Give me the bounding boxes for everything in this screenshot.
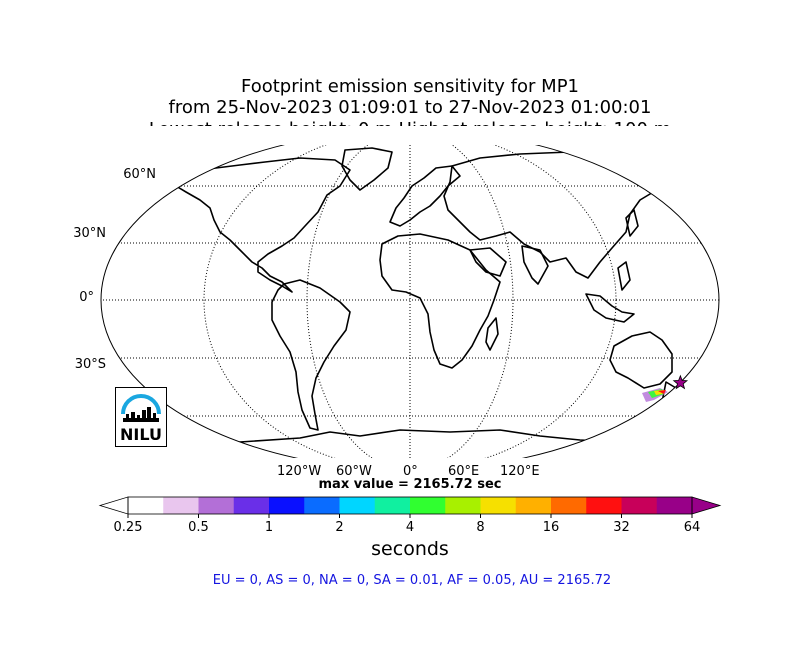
colorbar-tick-label: 0.5 xyxy=(188,520,209,535)
colorbar-segment xyxy=(480,497,517,514)
colorbar-low-extend xyxy=(98,496,129,515)
nilu-logo: NILU xyxy=(115,387,167,447)
lon-label-60w: 60°W xyxy=(336,464,372,479)
lon-label-0: 0° xyxy=(403,464,418,479)
colorbar-segment xyxy=(656,497,693,514)
colorbar-tick-label: 1 xyxy=(264,520,274,535)
lon-label-120w: 120°W xyxy=(277,464,322,479)
colorbar-segment xyxy=(233,497,270,514)
colorbar-segment xyxy=(586,497,622,514)
colorbar-tick-label: 4 xyxy=(405,520,415,535)
lat-label-equator: 0° xyxy=(79,290,94,305)
colorbar-segment xyxy=(621,497,658,514)
colorbar-segment xyxy=(551,497,587,514)
nilu-logo-icon xyxy=(121,394,161,422)
max-value-label: max value = 2165.72 sec xyxy=(318,477,502,492)
colorbar xyxy=(98,496,722,518)
colorbar-tick-label: 0.25 xyxy=(113,520,143,535)
colorbar-segment xyxy=(198,497,235,514)
footprint-plume xyxy=(642,388,668,402)
colorbar-tick-label: 2 xyxy=(335,520,344,535)
lon-label-120e: 120°E xyxy=(500,464,540,479)
colorbar-segment xyxy=(128,497,164,514)
colorbar-segment xyxy=(163,497,199,514)
colorbar-segment xyxy=(374,497,411,514)
map-title-line-2: from 25-Nov-2023 01:09:01 to 27-Nov-2023… xyxy=(168,97,652,118)
colorbar-tick-label: 8 xyxy=(476,520,485,535)
colorbar-segment xyxy=(339,497,376,514)
colorbar-segment xyxy=(515,497,552,514)
nilu-logo-text: NILU xyxy=(120,425,162,444)
map-title-line-1: Footprint emission sensitivity for MP1 xyxy=(240,76,579,97)
colorbar-segment xyxy=(304,497,340,514)
graticule xyxy=(101,130,719,470)
lat-label-30n: 30°N xyxy=(73,226,106,241)
colorbar-unit-label: seconds xyxy=(371,538,449,560)
colorbar-tick-label: 32 xyxy=(613,520,630,535)
colorbar-segment xyxy=(269,497,305,514)
lat-label-30s: 30°S xyxy=(74,357,106,372)
lat-label-60n: 60°N xyxy=(123,167,156,182)
region-summary: EU = 0, AS = 0, NA = 0, SA = 0.01, AF = … xyxy=(212,573,612,588)
colorbar-high-extend xyxy=(691,496,722,515)
lon-label-60e: 60°E xyxy=(448,464,480,479)
colorbar-tick-label: 16 xyxy=(542,520,560,535)
colorbar-tick-label: 64 xyxy=(683,520,701,535)
colorbar-segment xyxy=(410,497,446,514)
release-point-star-icon xyxy=(672,374,689,390)
colorbar-segment xyxy=(445,497,481,514)
